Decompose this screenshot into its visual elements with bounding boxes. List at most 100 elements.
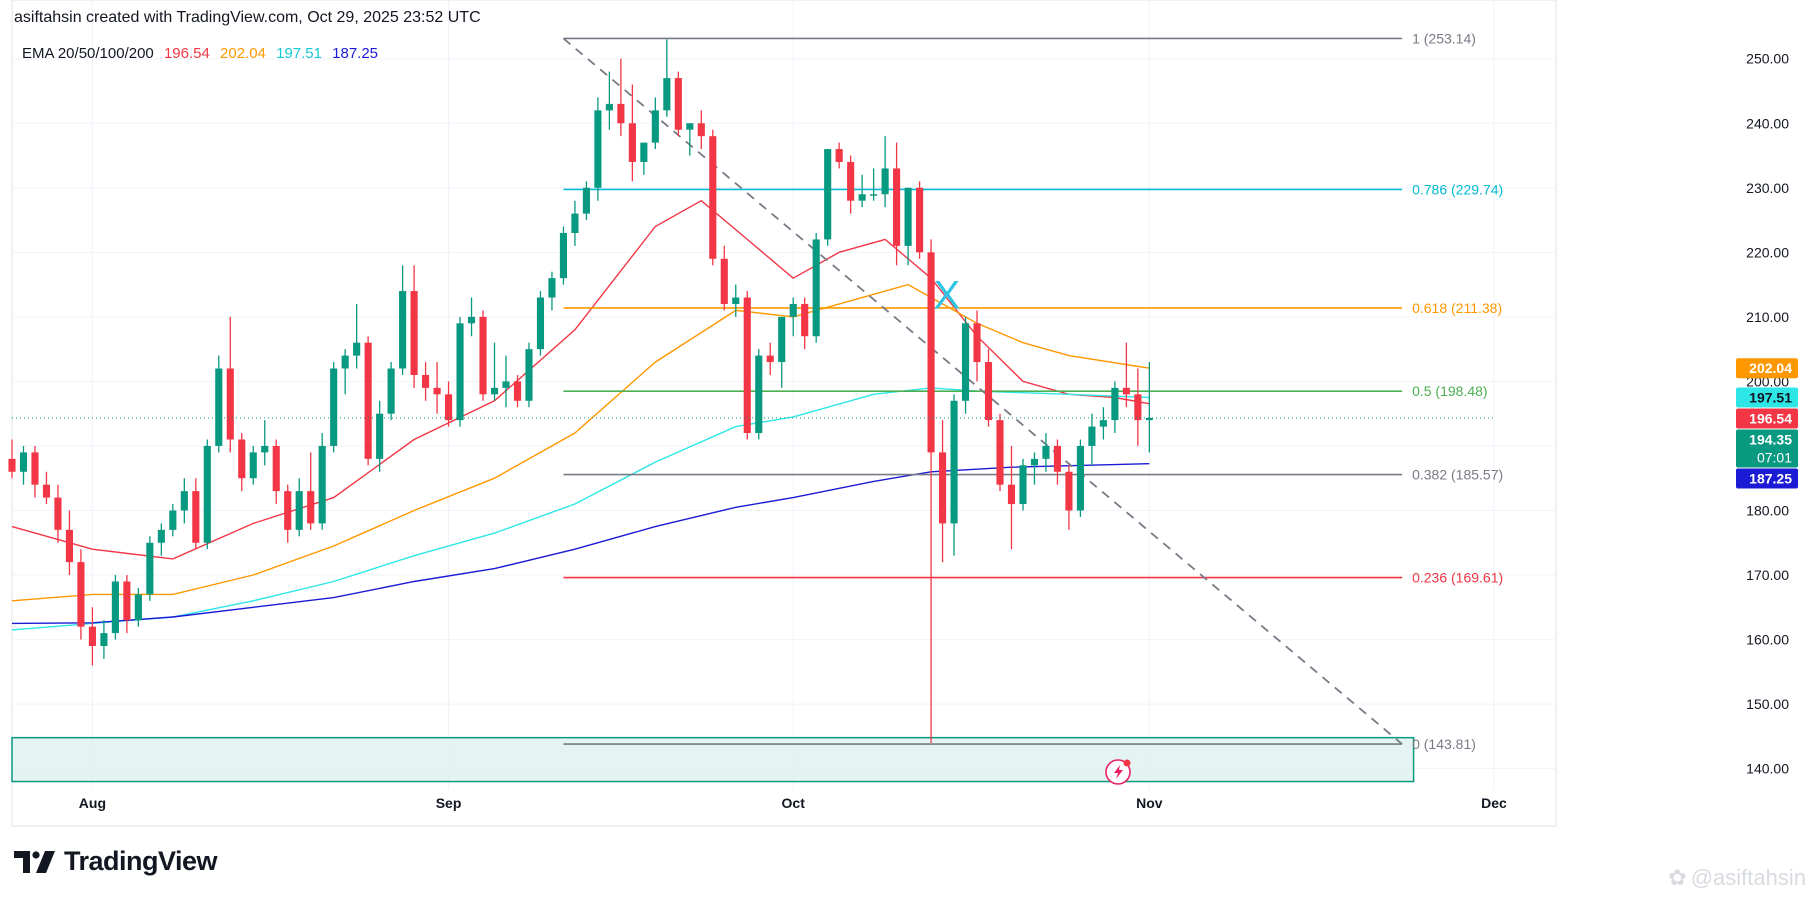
- candle-body: [1065, 471, 1073, 511]
- candle-body: [502, 381, 510, 388]
- candle-body: [559, 232, 568, 279]
- candle-body: [1145, 417, 1153, 421]
- time-axis[interactable]: Aug Sep Oct Nov Dec: [79, 795, 1507, 811]
- candle-body: [238, 439, 246, 479]
- ema-200-value: 187.25: [332, 45, 379, 62]
- chart-frame: [11, 0, 1557, 827]
- candle-body: [1007, 484, 1016, 505]
- trendline-dashed: [562, 37, 1403, 745]
- time-tick-label: Oct: [782, 795, 806, 811]
- fib-level-label: 1 (253.14): [1412, 30, 1476, 46]
- time-tick-label: Dec: [1481, 795, 1507, 811]
- price-tick-label: 250.00: [1746, 51, 1789, 67]
- candle-body: [376, 413, 384, 459]
- candle-body: [720, 258, 728, 304]
- price-tick-label: 230.00: [1746, 180, 1789, 196]
- candle-body: [307, 491, 315, 524]
- ema-line-4: [11, 463, 1150, 625]
- candle-body: [479, 316, 487, 395]
- candle-body: [1076, 445, 1084, 511]
- candle-body: [467, 316, 476, 324]
- fib-retracement[interactable]: 1 (253.14) 0.786 (229.74) 0.618 (211.38) 0.…: [563, 30, 1503, 752]
- price-tick-label: 180.00: [1746, 502, 1789, 518]
- candle-body: [1030, 458, 1039, 466]
- candle-body: [984, 362, 993, 421]
- tradingview-logo-text: TradingView: [64, 846, 218, 876]
- candle-body: [134, 594, 142, 621]
- candle-body: [341, 355, 349, 369]
- candle-body: [180, 491, 188, 511]
- candle-body: [1019, 465, 1027, 505]
- fib-level-label: 0 (143.81): [1412, 736, 1476, 752]
- candle-body: [824, 149, 832, 240]
- candle-body: [812, 239, 820, 337]
- time-tick-label: Nov: [1136, 795, 1163, 811]
- flash-icon-dot: [1123, 759, 1131, 767]
- candle-body: [1053, 445, 1062, 472]
- price-label-box: [1736, 387, 1798, 408]
- price-label-box: [1736, 358, 1798, 379]
- candle-body: [605, 103, 613, 111]
- price-label-text: 196.54: [1749, 410, 1792, 426]
- candle-body: [686, 123, 694, 130]
- candle-body: [801, 303, 809, 337]
- candle-body: [881, 168, 889, 195]
- candle-body: [1122, 387, 1130, 395]
- price-label-box: [1736, 408, 1798, 429]
- candle-body: [8, 458, 16, 472]
- candle-body: [100, 633, 108, 647]
- price-label-text: 202.04: [1749, 360, 1792, 376]
- price-tick-label: 160.00: [1746, 632, 1789, 648]
- trendline[interactable]: [562, 37, 1403, 745]
- annotation-x-mark: X: [934, 273, 961, 317]
- candle-body: [1088, 426, 1096, 446]
- candle-body: [169, 510, 177, 530]
- candle-body: [77, 562, 85, 627]
- candle-body: [399, 291, 407, 369]
- candle-body: [582, 187, 590, 214]
- candle-body: [870, 194, 878, 196]
- candle-body: [146, 542, 154, 595]
- ema-lines: [11, 199, 1150, 631]
- ema-legend[interactable]: EMA 20/50/100/200 196.54 202.04 197.51 1…: [22, 45, 384, 62]
- candle-body: [732, 297, 740, 304]
- candle-body: [123, 581, 131, 621]
- candle-body: [1099, 420, 1107, 427]
- candle-body: [444, 394, 453, 421]
- tradingview-watermark-icon: ✿: [1668, 865, 1687, 890]
- ema-line-2: [11, 283, 1150, 602]
- candle-body: [950, 400, 958, 524]
- candle-body: [697, 123, 705, 137]
- candle-body: [226, 368, 234, 440]
- price-label-box: [1736, 468, 1798, 489]
- price-countdown-text: 07:01: [1757, 449, 1792, 465]
- tradingview-logo[interactable]: TradingView: [14, 846, 218, 877]
- candlesticks: [8, 39, 1153, 743]
- candle-body: [1111, 387, 1119, 421]
- candle-body: [916, 187, 924, 253]
- candle-body: [594, 110, 602, 188]
- candle-body: [789, 303, 797, 317]
- fib-level-label: 0.5 (198.48): [1412, 383, 1488, 399]
- candle-body: [651, 110, 659, 143]
- author-watermark: ✿ @asiftahsin: [1668, 865, 1806, 891]
- candle-body: [410, 291, 418, 375]
- candle-body: [65, 529, 74, 563]
- annotations: X: [12, 273, 1494, 785]
- candle-body: [284, 491, 292, 530]
- candle-body: [663, 78, 671, 111]
- candle-body: [766, 355, 774, 363]
- tradingview-logo-icon: [14, 850, 55, 873]
- candle-body: [513, 381, 522, 401]
- candle-body: [31, 452, 39, 485]
- candle-body: [318, 445, 326, 524]
- candle-body: [628, 123, 636, 162]
- candle-body: [88, 626, 96, 647]
- watermark-text: @asiftahsin: [1690, 865, 1806, 890]
- price-tick-label: 150.00: [1746, 696, 1789, 712]
- candle-body: [330, 368, 338, 446]
- candle-body: [938, 452, 947, 524]
- candle-body: [778, 316, 786, 363]
- candle-body: [272, 445, 280, 492]
